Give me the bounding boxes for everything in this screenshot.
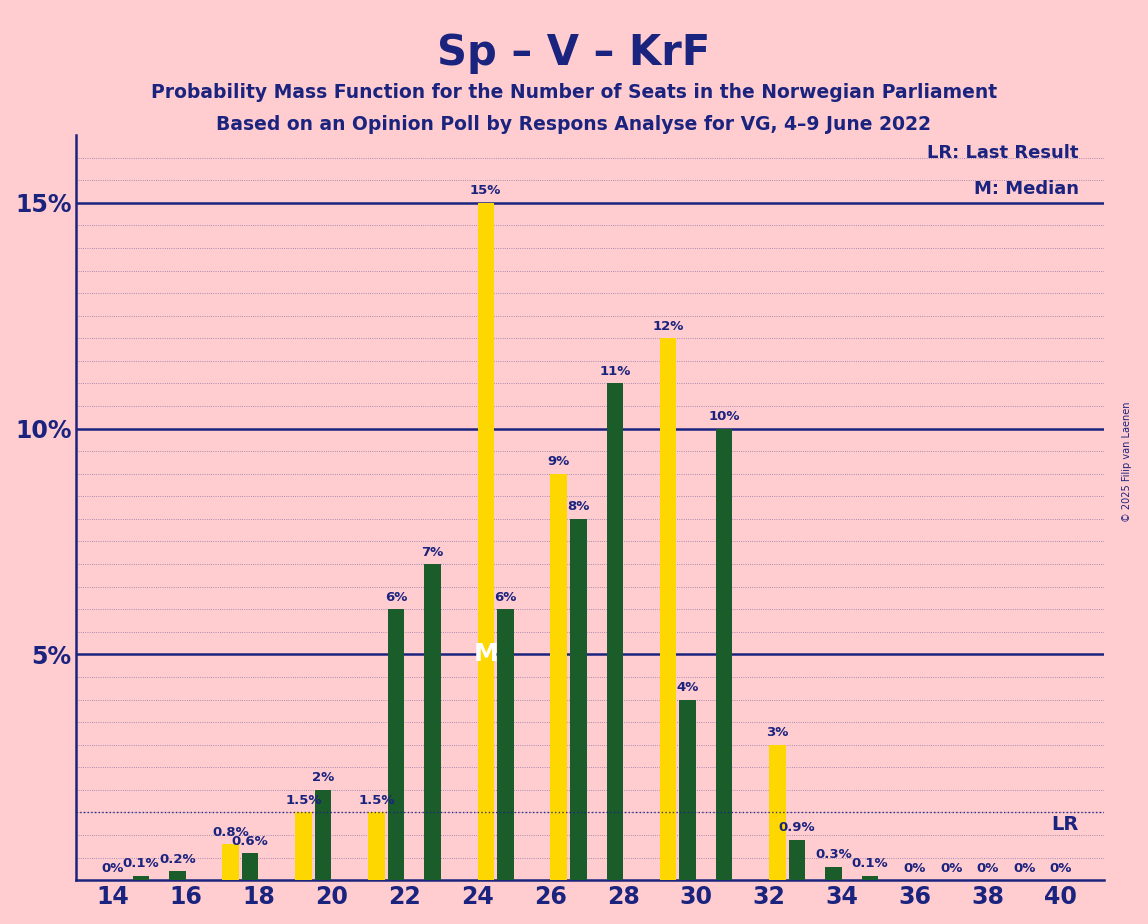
Bar [571,519,587,881]
Text: 11%: 11% [599,365,630,378]
Text: 0%: 0% [1049,862,1072,875]
Bar [716,429,732,881]
Text: 6%: 6% [494,590,517,603]
Text: 0.1%: 0.1% [123,857,160,870]
Text: 0.3%: 0.3% [815,848,852,861]
Text: M: M [473,642,498,666]
Bar [369,812,385,881]
Bar [862,876,878,881]
Text: Sp – V – KrF: Sp – V – KrF [437,32,711,74]
Text: 12%: 12% [652,320,684,333]
Bar [825,867,841,881]
Bar [660,338,676,881]
Bar [133,876,149,881]
Bar [789,840,805,881]
Text: 2%: 2% [312,772,334,784]
Text: Probability Mass Function for the Number of Seats in the Norwegian Parliament: Probability Mass Function for the Number… [150,83,998,103]
Text: LR: LR [1052,815,1079,833]
Text: 7%: 7% [421,546,443,559]
Text: 1.5%: 1.5% [358,794,395,807]
Text: 8%: 8% [567,501,589,514]
Bar [315,790,332,881]
Text: 0%: 0% [102,862,124,875]
Bar [223,844,239,881]
Text: 0.2%: 0.2% [160,853,195,866]
Text: 3%: 3% [766,726,789,739]
Text: 9%: 9% [548,456,569,468]
Text: 0%: 0% [903,862,926,875]
Text: 0%: 0% [940,862,962,875]
Text: Based on an Opinion Poll by Respons Analyse for VG, 4–9 June 2022: Based on an Opinion Poll by Respons Anal… [217,115,931,134]
Text: © 2025 Filip van Laenen: © 2025 Filip van Laenen [1123,402,1132,522]
Text: LR: Last Result: LR: Last Result [928,144,1079,162]
Bar [295,812,311,881]
Bar [478,203,494,881]
Text: 10%: 10% [708,410,739,423]
Bar [388,609,404,881]
Bar [242,853,258,881]
Bar [606,383,623,881]
Bar [550,474,567,881]
Text: 0.1%: 0.1% [852,857,889,870]
Bar [169,871,186,881]
Text: 0%: 0% [977,862,999,875]
Text: 0.9%: 0.9% [778,821,815,834]
Bar [425,564,441,881]
Text: 0%: 0% [1013,862,1035,875]
Text: 0.8%: 0.8% [212,826,249,839]
Text: 15%: 15% [470,185,502,198]
Text: M: Median: M: Median [974,180,1079,199]
Bar [497,609,513,881]
Bar [680,699,696,881]
Text: 0.6%: 0.6% [232,834,269,847]
Text: 6%: 6% [385,590,408,603]
Text: 4%: 4% [676,681,699,694]
Bar [769,745,785,881]
Text: 1.5%: 1.5% [285,794,321,807]
